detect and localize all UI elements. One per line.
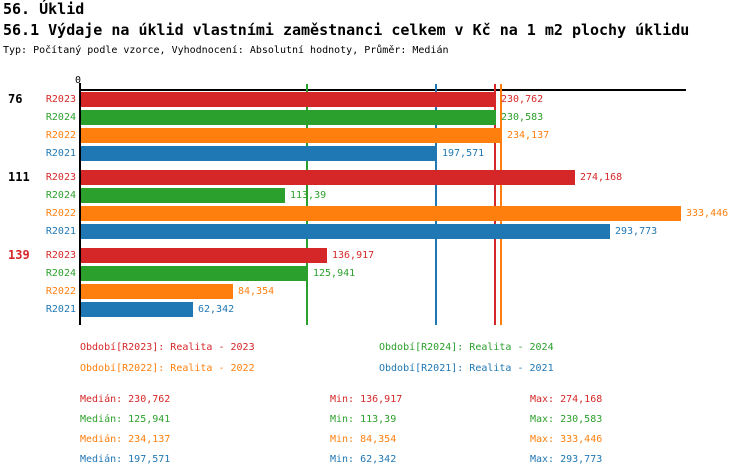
- stat-max-r2021: Max: 293,773: [530, 454, 603, 465]
- bar-series-label-r2024: R2024: [45, 268, 76, 279]
- bar-value-label: 84,354: [238, 286, 275, 297]
- bar-r2023: [81, 92, 496, 107]
- bar-value-label: 136,917: [332, 250, 375, 261]
- bar-r2021: [81, 224, 610, 239]
- page-title: 56. Úklid: [3, 0, 85, 18]
- stat-min-r2021: Min: 62,342: [330, 454, 397, 465]
- bar-value-label: 62,342: [198, 304, 235, 315]
- bar-r2023: [81, 170, 575, 185]
- legend-item-r2022: Období[R2022]: Realita - 2022: [80, 363, 255, 374]
- bar-value-label: 234,137: [507, 130, 550, 141]
- bar-series-label-r2021: R2021: [45, 148, 76, 159]
- group-label: 76: [8, 92, 23, 106]
- bar-series-label-r2024: R2024: [45, 112, 76, 123]
- bar-series-label-r2023: R2023: [45, 172, 76, 183]
- bar-series-label-r2023: R2023: [45, 250, 76, 261]
- stat-min-r2024: Min: 113,39: [330, 414, 397, 425]
- bar-value-label: 197,571: [442, 148, 485, 159]
- bar-series-label-r2022: R2022: [45, 286, 76, 297]
- bar-value-label: 230,583: [501, 112, 544, 123]
- stat-min-r2022: Min: 84,354: [330, 434, 397, 445]
- bar-r2024: [81, 110, 496, 125]
- legend-item-r2024: Období[R2024]: Realita - 2024: [379, 342, 554, 353]
- median-line-r2023: [494, 84, 496, 325]
- bar-value-label: 274,168: [580, 172, 623, 183]
- group-label: 139: [8, 248, 30, 262]
- stat-max-r2022: Max: 333,446: [530, 434, 603, 445]
- axis-origin-label: 0: [74, 75, 82, 86]
- stat-median-r2024: Medián: 125,941: [80, 414, 171, 425]
- stat-max-r2024: Max: 230,583: [530, 414, 603, 425]
- bar-r2021: [81, 302, 193, 317]
- bar-value-label: 333,446: [686, 208, 729, 219]
- bar-r2024: [81, 266, 308, 281]
- bar-r2021: [81, 146, 437, 161]
- bar-series-label-r2022: R2022: [45, 208, 76, 219]
- bar-value-label: 293,773: [615, 226, 658, 237]
- bar-series-label-r2024: R2024: [45, 190, 76, 201]
- bar-value-label: 230,762: [501, 94, 544, 105]
- stat-median-r2021: Medián: 197,571: [80, 454, 171, 465]
- bar-r2024: [81, 188, 285, 203]
- bar-series-label-r2021: R2021: [45, 304, 76, 315]
- stat-median-r2022: Medián: 234,137: [80, 434, 171, 445]
- bar-series-label-r2022: R2022: [45, 130, 76, 141]
- bar-series-label-r2021: R2021: [45, 226, 76, 237]
- stat-median-r2023: Medián: 230,762: [80, 394, 171, 405]
- legend-item-r2021: Období[R2021]: Realita - 2021: [379, 363, 554, 374]
- x-axis-line: [79, 89, 686, 91]
- median-line-r2021: [435, 84, 437, 325]
- bar-series-label-r2023: R2023: [45, 94, 76, 105]
- stat-max-r2023: Max: 274,168: [530, 394, 603, 405]
- median-line-r2022: [500, 84, 502, 325]
- bar-r2022: [81, 206, 681, 221]
- bar-r2022: [81, 128, 502, 143]
- bar-value-label: 113,39: [290, 190, 327, 201]
- y-axis-line: [79, 83, 81, 325]
- median-line-r2024: [306, 84, 308, 325]
- legend-item-r2023: Období[R2023]: Realita - 2023: [80, 342, 255, 353]
- chart-title: 56.1 Výdaje na úklid vlastními zaměstnan…: [3, 21, 690, 39]
- bar-r2023: [81, 248, 327, 263]
- group-label: 111: [8, 170, 30, 184]
- chart-subtitle: Typ: Počítaný podle vzorce, Vyhodnocení:…: [3, 45, 449, 56]
- bar-value-label: 125,941: [313, 268, 356, 279]
- bar-r2022: [81, 284, 233, 299]
- stat-min-r2023: Min: 136,917: [330, 394, 403, 405]
